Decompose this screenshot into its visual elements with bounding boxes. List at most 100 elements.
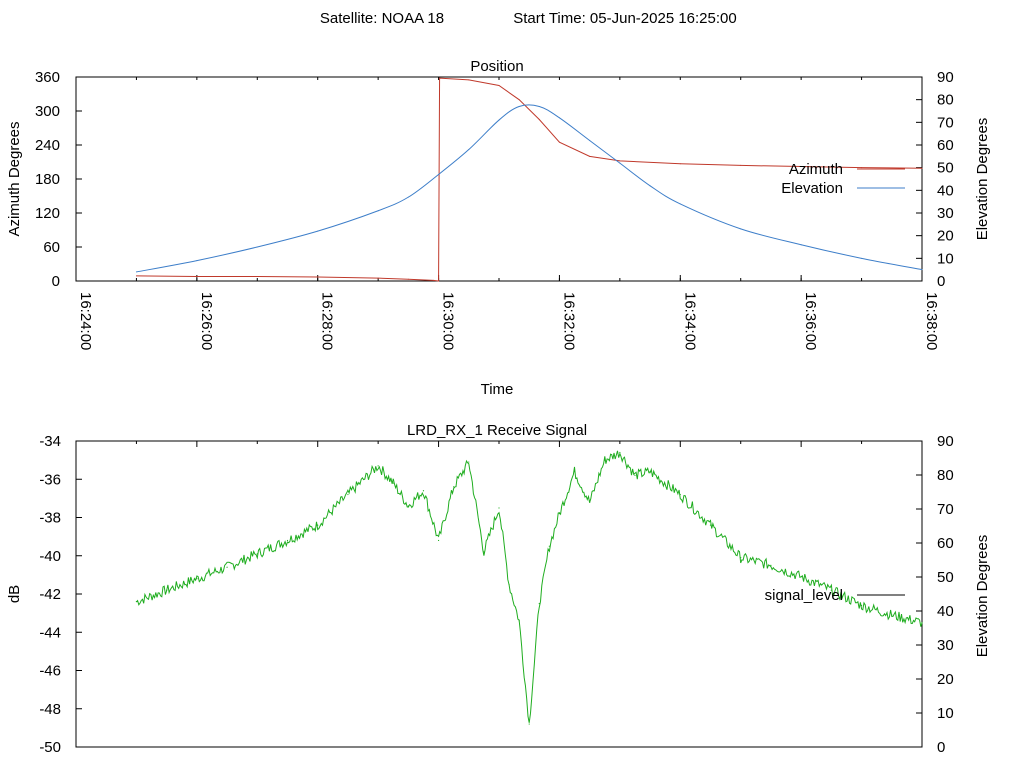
position-xtick-label: 16:26:00 xyxy=(198,292,215,350)
signal-left-axis: -34 -36 -38 -40 -42 -44 -46 -48 -50 xyxy=(39,433,82,756)
signal-level-point xyxy=(422,490,425,492)
azimuth-point xyxy=(433,279,435,281)
satellite-label: Satellite: NOAA 18 xyxy=(320,10,444,27)
signal-chart: LRD_RX_1 Receive Signal -34-36-38-40-42-… xyxy=(6,422,991,756)
signal-level-point xyxy=(891,614,893,616)
azimuth-point xyxy=(468,79,470,81)
position-x-axis: 16:24:00 16:26:00 16:28:00 16:30:00 16:32:00… xyxy=(75,77,940,350)
signal-title: LRD_RX_1 Receive Signal xyxy=(407,422,587,439)
signal-ytick-label: -34 xyxy=(39,433,61,450)
position-y2tick-label: 10 xyxy=(937,250,954,267)
position-chart: Position 0 60 120 180 240 300 360 0 10 20 30 40 50 6… xyxy=(6,58,991,398)
position-y2tick-label: 20 xyxy=(937,228,954,245)
signal-ytick-label: -42 xyxy=(39,586,61,603)
signal-level-point xyxy=(135,601,138,603)
position-y2tick-label: 0 xyxy=(937,273,945,290)
elevation-point xyxy=(407,196,409,198)
signal-level-point xyxy=(770,564,772,566)
signal-level-point xyxy=(286,539,289,542)
signal-level-point xyxy=(573,471,576,473)
position-y2tick-label: 80 xyxy=(937,92,954,109)
signal-level-point xyxy=(508,583,510,586)
signal-x-axis xyxy=(75,441,923,447)
signal-ytick-label: -46 xyxy=(39,663,61,680)
signal-series xyxy=(135,450,923,725)
azimuth-point xyxy=(135,275,137,277)
signal-ytick-label: -36 xyxy=(39,471,61,488)
azimuth-point xyxy=(498,85,500,86)
signal-level-point xyxy=(649,471,651,473)
signal-y2tick-label: 60 xyxy=(937,535,954,552)
position-right-axis: 0 10 20 30 40 50 60 70 80 90 xyxy=(916,69,954,290)
azimuth-point xyxy=(921,167,923,169)
position-ylabel: Azimuth Degrees xyxy=(6,121,23,236)
start-time-label: Start Time: 05-Jun-2025 16:25:00 xyxy=(513,10,736,27)
signal-y2tick-label: 30 xyxy=(937,637,954,654)
signal-y2tick-label: 80 xyxy=(937,467,954,484)
position-ytick-label: 360 xyxy=(35,69,60,86)
signal-y2tick-label: 70 xyxy=(937,501,954,518)
signal-level-point xyxy=(483,551,485,553)
elevation-point xyxy=(558,117,560,119)
signal-level-point xyxy=(830,589,832,591)
signal-y2tick-label: 0 xyxy=(937,739,945,756)
position-xtick-label: 16:24:00 xyxy=(77,292,94,350)
signal-level-point xyxy=(317,524,319,526)
position-series xyxy=(135,77,923,282)
signal-level-point xyxy=(619,451,621,454)
azimuth-point xyxy=(679,163,681,165)
position-xtick-label: 16:34:00 xyxy=(681,292,698,350)
position-y2tick-label: 30 xyxy=(937,205,954,222)
signal-y2tick-label: 40 xyxy=(937,603,954,620)
legend-elevation-label: Elevation xyxy=(781,180,843,197)
signal-level-point xyxy=(709,524,712,526)
azimuth-point xyxy=(619,160,621,162)
position-xtick-label: 16:36:00 xyxy=(802,292,819,350)
position-y2tick-label: 40 xyxy=(937,182,954,199)
azimuth-point xyxy=(407,278,409,280)
position-xtick-label: 16:38:00 xyxy=(923,292,940,350)
azimuth-point xyxy=(740,164,742,166)
position-left-axis: 0 60 120 180 240 300 360 xyxy=(35,69,82,290)
position-y2tick-label: 60 xyxy=(937,137,954,154)
legend-azimuth-label: Azimuth xyxy=(789,161,843,178)
signal-level-point xyxy=(921,622,923,624)
signal-level-point xyxy=(634,474,636,477)
position-xtick-label: 16:32:00 xyxy=(560,292,577,350)
signal-y2tick-label: 90 xyxy=(937,433,954,450)
signal-level-point xyxy=(453,486,455,488)
signal-level-point xyxy=(518,620,520,622)
azimuth-point xyxy=(377,277,379,279)
signal-level-point xyxy=(589,501,591,503)
elevation-line xyxy=(136,104,923,273)
position-y2tick-label: 90 xyxy=(937,69,954,86)
signal-level-point xyxy=(226,566,228,568)
elevation-point xyxy=(679,203,681,205)
elevation-point xyxy=(740,228,742,230)
signal-y2tick-label: 10 xyxy=(937,705,954,722)
signal-level-point xyxy=(468,461,470,463)
elevation-point xyxy=(921,269,923,271)
azimuth-point xyxy=(518,99,520,101)
position-ytick-label: 180 xyxy=(35,171,60,188)
position-xtick-label: 16:28:00 xyxy=(319,292,336,350)
signal-level-point xyxy=(498,507,500,509)
elevation-point xyxy=(649,185,651,187)
azimuth-point xyxy=(800,166,802,168)
signal-level-point xyxy=(407,505,409,507)
signal-level-point xyxy=(860,604,863,607)
signal-level-point xyxy=(538,602,540,605)
position-y2tick-label: 50 xyxy=(937,160,954,177)
elevation-point xyxy=(196,260,198,262)
elevation-point xyxy=(518,105,520,107)
elevation-point xyxy=(589,139,591,141)
signal-level-point xyxy=(392,482,394,484)
signal-level-point xyxy=(800,576,802,578)
signal-y2tick-label: 20 xyxy=(937,671,954,688)
position-ytick-label: 60 xyxy=(43,239,60,256)
signal-ytick-label: -44 xyxy=(39,624,61,641)
signal-level-point xyxy=(679,493,681,496)
azimuth-point xyxy=(558,141,560,143)
position-ytick-label: 240 xyxy=(35,137,60,154)
